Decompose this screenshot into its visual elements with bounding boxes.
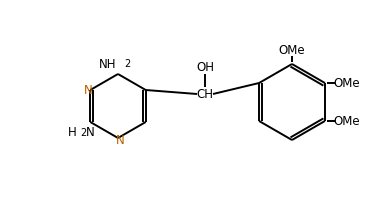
Text: 2: 2 — [80, 127, 86, 137]
Text: N: N — [86, 126, 94, 139]
Text: NH: NH — [99, 57, 116, 70]
Text: 2: 2 — [124, 59, 130, 69]
Text: OMe: OMe — [279, 44, 305, 57]
Text: N: N — [84, 84, 93, 97]
Text: CH: CH — [197, 88, 213, 101]
Text: OH: OH — [196, 61, 214, 74]
Text: OMe: OMe — [334, 115, 360, 128]
Text: H: H — [67, 126, 76, 139]
Text: OMe: OMe — [334, 77, 360, 90]
Text: N: N — [115, 134, 124, 147]
